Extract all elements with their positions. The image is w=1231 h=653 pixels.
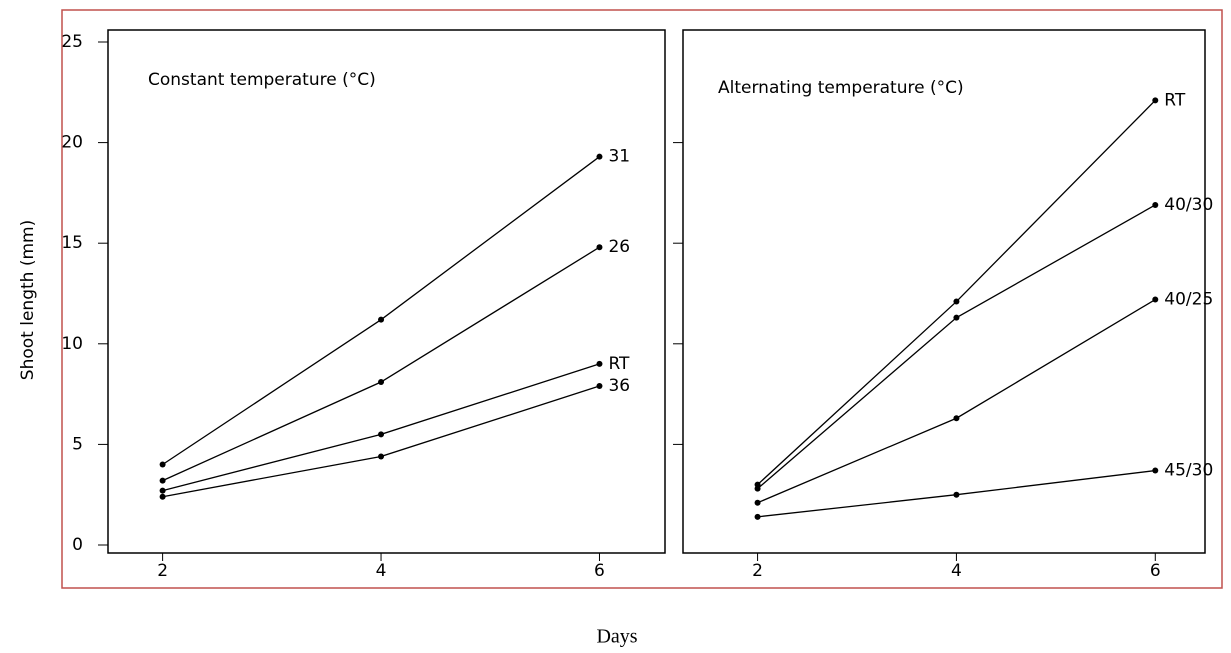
point [953, 298, 960, 305]
point [1152, 201, 1159, 208]
point [159, 461, 166, 468]
series-line [162, 156, 600, 466]
point [159, 487, 166, 494]
plot-box [107, 29, 666, 554]
point [378, 316, 385, 323]
point [159, 493, 166, 500]
point [1152, 296, 1159, 303]
series-line [162, 246, 600, 482]
point [596, 244, 603, 251]
y-axis-label: Shoot length (mm) [18, 220, 38, 380]
series-label: 40/30 [1164, 195, 1213, 215]
series-label: 26 [608, 237, 630, 257]
point [378, 431, 385, 438]
frame [61, 9, 1223, 589]
y-tick-label: 5 [72, 434, 83, 454]
plot-box [682, 29, 1206, 554]
series-label: 45/30 [1164, 461, 1213, 481]
y-tick-label: 0 [72, 535, 83, 555]
panel-title: Alternating temperature (°C) [718, 78, 964, 98]
series-line [162, 385, 600, 498]
x-axis-label: Days [596, 626, 637, 648]
point [754, 485, 761, 492]
series-label: 40/25 [1164, 290, 1213, 310]
y-tick-label: 10 [61, 334, 83, 354]
x-tick-label: 2 [752, 561, 763, 581]
series-line [757, 298, 1156, 504]
series-label: 36 [608, 376, 630, 396]
point [754, 499, 761, 506]
point [159, 477, 166, 484]
x-tick-label: 4 [376, 561, 387, 581]
x-tick-label: 6 [594, 561, 605, 581]
series-label: RT [1164, 90, 1186, 110]
series-label: 31 [608, 147, 630, 167]
point [378, 453, 385, 460]
y-tick-label: 20 [61, 133, 83, 153]
point [1152, 97, 1159, 104]
point [596, 153, 603, 160]
point [953, 491, 960, 498]
point [754, 513, 761, 520]
x-tick-label: 4 [951, 561, 962, 581]
point [1152, 467, 1159, 474]
point [596, 360, 603, 367]
point [596, 383, 603, 390]
panel-title: Constant temperature (°C) [148, 70, 376, 90]
series-line [757, 99, 1156, 486]
point [953, 314, 960, 321]
x-tick-label: 2 [157, 561, 168, 581]
point [953, 415, 960, 422]
y-tick-label: 25 [61, 32, 83, 52]
y-tick-label: 15 [61, 233, 83, 253]
series-line [757, 204, 1156, 490]
x-tick-label: 6 [1150, 561, 1161, 581]
point [378, 379, 385, 386]
series-label: RT [608, 354, 630, 374]
